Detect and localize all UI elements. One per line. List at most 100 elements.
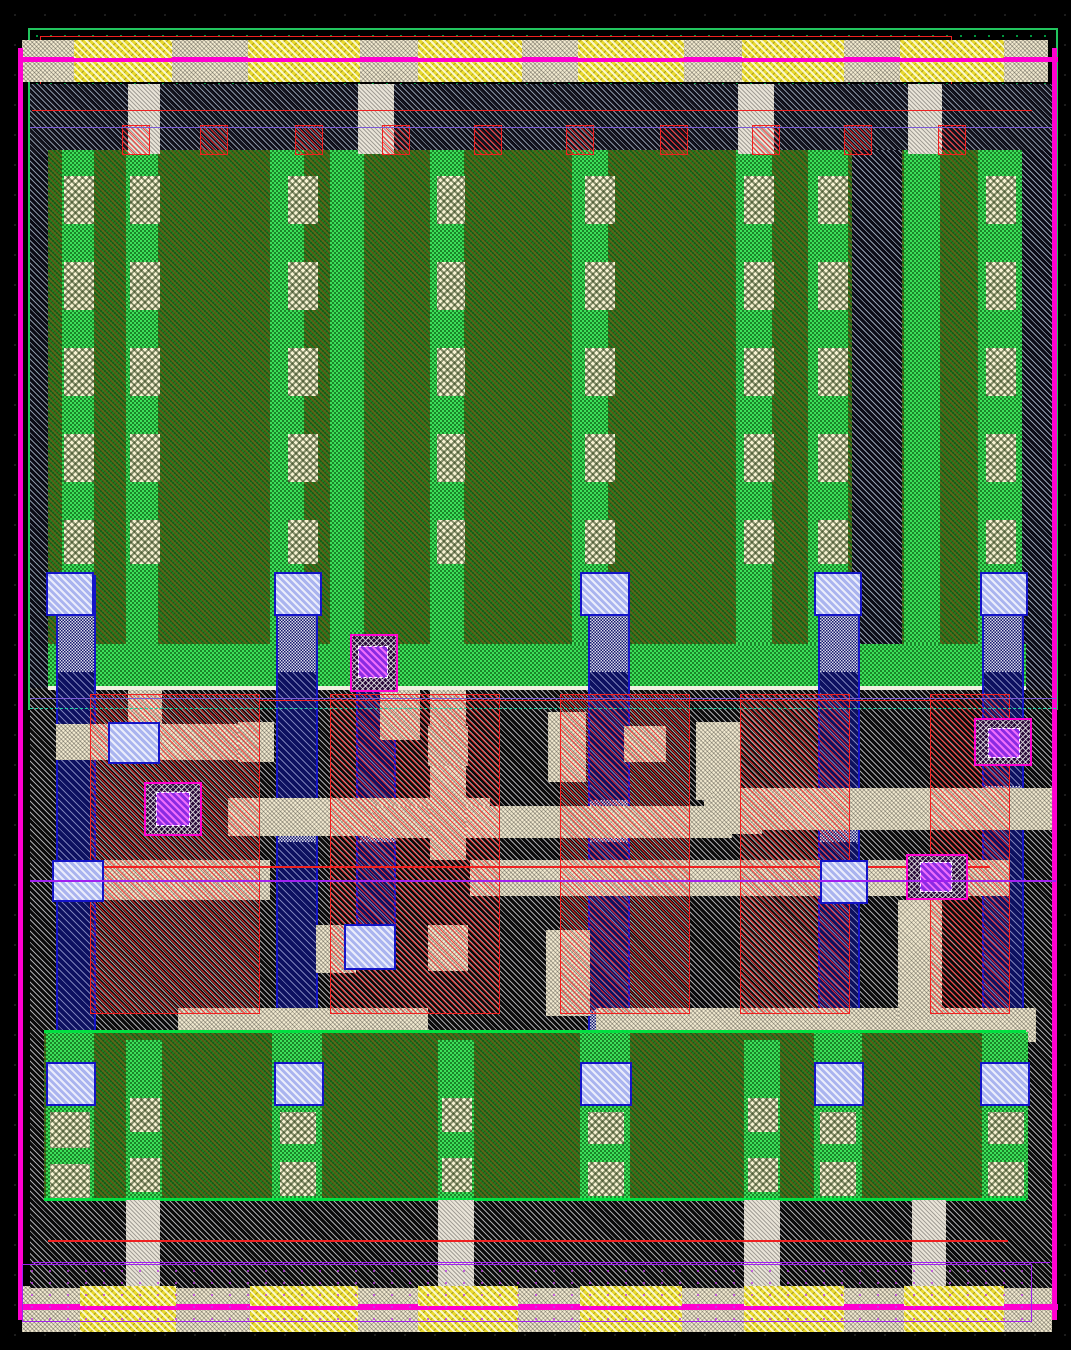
contact-cut[interactable] <box>442 1158 472 1192</box>
pimplant-box[interactable] <box>660 125 688 155</box>
contact-cut[interactable] <box>50 1164 90 1198</box>
via-core[interactable] <box>156 792 190 826</box>
contact-cut[interactable] <box>585 262 615 310</box>
metal3-via-speckle[interactable] <box>278 612 316 672</box>
metal1-vertical-route-4[interactable] <box>696 722 740 800</box>
poly-finger[interactable] <box>772 150 808 670</box>
poly-finger[interactable] <box>364 150 430 670</box>
contact-cut[interactable] <box>280 1112 316 1144</box>
contact-cut[interactable] <box>585 520 615 564</box>
contact-cut[interactable] <box>588 1162 624 1196</box>
metal2-contact-pad[interactable] <box>344 924 396 970</box>
pimplant-box[interactable] <box>122 125 150 155</box>
pimplant-region[interactable] <box>740 694 850 1014</box>
pimplant-box[interactable] <box>474 125 502 155</box>
metal2-rail-pad[interactable] <box>74 40 172 58</box>
shared-source-rail[interactable] <box>48 644 1026 688</box>
pwell-outline-bottom[interactable] <box>22 1264 1032 1322</box>
metal1-rail-top-a[interactable] <box>22 40 1048 58</box>
pimplant-region[interactable] <box>560 694 690 1014</box>
metal2-rail-pad[interactable] <box>742 62 844 82</box>
contact-cut[interactable] <box>130 262 160 310</box>
cell-boundary-right[interactable] <box>1052 48 1057 1320</box>
metal2-contact-pad[interactable] <box>108 722 160 764</box>
contact-cut[interactable] <box>820 1162 856 1196</box>
contact-cut[interactable] <box>748 1098 778 1132</box>
poly-finger[interactable] <box>158 150 270 670</box>
active-finger[interactable] <box>126 150 158 670</box>
poly-finger[interactable] <box>94 150 126 670</box>
contact-cut[interactable] <box>437 262 465 310</box>
contact-cut[interactable] <box>64 520 94 564</box>
contact-cut[interactable] <box>748 1158 778 1192</box>
contact-cut[interactable] <box>288 262 318 310</box>
contact-cut[interactable] <box>64 176 94 224</box>
contact-cut[interactable] <box>288 434 318 482</box>
contact-cut[interactable] <box>130 434 160 482</box>
pimplant-box[interactable] <box>566 125 594 155</box>
metal3-via-speckle[interactable] <box>58 612 94 672</box>
contact-cut[interactable] <box>130 520 160 564</box>
contact-cut[interactable] <box>744 348 774 396</box>
metal2-rail-pad[interactable] <box>74 62 172 82</box>
contact-cut[interactable] <box>820 1112 856 1144</box>
poly-finger[interactable] <box>464 150 572 670</box>
metal2-contact-pad[interactable] <box>580 572 630 616</box>
contact-cut[interactable] <box>437 348 465 396</box>
contact-cut[interactable] <box>437 520 465 564</box>
contact-cut[interactable] <box>442 1098 472 1132</box>
metal2-rail-pad[interactable] <box>578 40 684 58</box>
contact-cut[interactable] <box>988 1112 1024 1144</box>
metal3-via-speckle[interactable] <box>590 612 628 672</box>
contact-cut[interactable] <box>986 176 1016 224</box>
contact-cut[interactable] <box>585 434 615 482</box>
contact-cut[interactable] <box>818 348 848 396</box>
metal2-contact-pad[interactable] <box>814 572 862 616</box>
metal3-via-speckle[interactable] <box>984 612 1022 672</box>
metal2-contact-pad[interactable] <box>274 1062 324 1106</box>
pimplant-box[interactable] <box>938 125 966 155</box>
poly-finger[interactable] <box>940 150 978 670</box>
contact-cut[interactable] <box>986 262 1016 310</box>
contact-cut[interactable] <box>818 434 848 482</box>
via-core[interactable] <box>988 728 1020 758</box>
contact-cut[interactable] <box>130 1158 160 1192</box>
pimplant-box[interactable] <box>752 125 780 155</box>
metal2-rail-pad[interactable] <box>248 40 360 58</box>
contact-cut[interactable] <box>280 1162 316 1196</box>
pimplant-box[interactable] <box>844 125 872 155</box>
contact-cut[interactable] <box>288 176 318 224</box>
contact-cut[interactable] <box>988 1162 1024 1196</box>
metal2-contact-pad[interactable] <box>46 572 94 616</box>
contact-cut[interactable] <box>588 1112 624 1144</box>
contact-cut[interactable] <box>50 1112 90 1148</box>
contact-cut[interactable] <box>288 520 318 564</box>
metal2-contact-pad[interactable] <box>274 572 322 616</box>
via-core[interactable] <box>920 862 952 892</box>
contact-cut[interactable] <box>986 348 1016 396</box>
metal2-contact-pad[interactable] <box>46 1062 96 1106</box>
contact-cut[interactable] <box>437 434 465 482</box>
metal1-rail-top-b[interactable] <box>22 62 1048 82</box>
contact-cut[interactable] <box>585 348 615 396</box>
pwell-outline-mid[interactable] <box>30 880 1056 882</box>
metal2-contact-pad[interactable] <box>580 1062 632 1106</box>
metal1-vertical-strap-top-4[interactable] <box>908 84 942 154</box>
contact-cut[interactable] <box>130 1098 160 1132</box>
contact-cut[interactable] <box>288 348 318 396</box>
metal2-rail-pad[interactable] <box>418 40 522 58</box>
contact-cut[interactable] <box>437 176 465 224</box>
active-finger[interactable] <box>330 150 364 670</box>
active-finger[interactable] <box>430 150 464 670</box>
contact-cut[interactable] <box>744 262 774 310</box>
pimplant-box[interactable] <box>295 125 323 155</box>
contact-cut[interactable] <box>130 176 160 224</box>
contact-cut[interactable] <box>744 520 774 564</box>
metal2-contact-pad[interactable] <box>980 1062 1030 1106</box>
active-finger[interactable] <box>904 150 940 670</box>
contact-cut[interactable] <box>64 348 94 396</box>
via-core[interactable] <box>358 646 388 678</box>
contact-cut[interactable] <box>585 176 615 224</box>
metal3-via-speckle[interactable] <box>820 612 858 672</box>
